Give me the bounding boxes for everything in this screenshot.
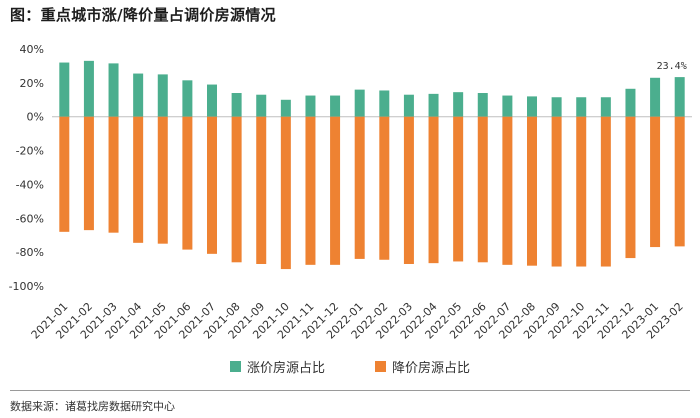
y-tick-label: 0% — [27, 111, 44, 124]
fall-bar — [650, 116, 661, 248]
fall-bar — [354, 116, 365, 259]
fall-bar — [600, 116, 611, 267]
fall-bar — [83, 116, 94, 231]
rise-bar — [133, 73, 144, 117]
y-tick-label: -100% — [9, 280, 44, 293]
fall-bar — [527, 116, 537, 266]
chart-legend: 涨价房源占比 降价房源占比 — [0, 357, 700, 379]
fall-bar — [182, 116, 193, 250]
rise-bar — [231, 93, 242, 117]
rise-bar — [379, 90, 390, 117]
rise-bar — [330, 95, 341, 117]
legend-label: 降价房源占比 — [392, 361, 471, 376]
rise-bar — [477, 93, 488, 117]
legend-label: 涨价房源占比 — [247, 361, 326, 376]
fall-bar — [305, 116, 316, 265]
rise-bar — [625, 88, 636, 117]
fall-bar — [330, 116, 341, 265]
rise-bar — [157, 74, 168, 117]
legend-swatch — [375, 361, 386, 372]
fall-bar — [428, 116, 439, 264]
fall-bar — [133, 116, 144, 243]
y-tick-label: 20% — [20, 77, 44, 90]
footer-divider — [10, 390, 690, 391]
fall-bar — [207, 116, 217, 254]
fall-bar — [403, 116, 414, 264]
fall-bar — [379, 116, 390, 260]
rise-bar — [280, 99, 291, 117]
fall-bar — [231, 116, 242, 263]
fall-bar — [256, 116, 267, 264]
rise-bar — [576, 97, 587, 117]
fall-bar — [453, 116, 464, 262]
rise-bar — [83, 60, 94, 117]
fall-bar — [502, 116, 513, 265]
y-tick-label: -20% — [16, 145, 44, 158]
chart-axes: 40% 20% 0% -20% -40% -60% -80% -100% — [9, 43, 692, 293]
y-tick-label: -40% — [16, 178, 44, 191]
rise-bar — [502, 95, 513, 117]
y-tick-label: -80% — [16, 246, 44, 259]
rise-bar — [527, 96, 537, 117]
rise-bar — [403, 94, 414, 117]
rise-bar — [600, 97, 611, 117]
fall-bar — [576, 116, 587, 267]
rise-bar — [674, 77, 685, 117]
rise-bar — [428, 93, 439, 117]
rise-bar — [182, 80, 193, 117]
fall-bar — [157, 116, 168, 244]
rise-bar — [650, 77, 661, 117]
fall-bar — [674, 116, 685, 247]
y-tick-label: 40% — [20, 43, 44, 56]
chart-bars — [59, 60, 685, 270]
bar-chart: 40%20%0%-20%-40%-60%-80%-100% 2021-01202… — [9, 43, 692, 342]
chart-title: 图：重点城市涨/降价量占调价房源情况 — [10, 6, 276, 24]
fall-bar — [551, 116, 562, 267]
rise-bar — [108, 63, 119, 117]
fall-bar — [280, 116, 291, 270]
fall-bar — [108, 116, 119, 233]
legend-swatch — [230, 361, 241, 372]
legend-item-rise: 涨价房源占比 — [230, 357, 325, 376]
fall-bar — [59, 116, 70, 232]
data-source-note: 数据来源：诸葛找房数据研究中心 — [10, 400, 175, 413]
rise-bar — [256, 94, 267, 117]
rise-bar — [354, 89, 365, 117]
data-label: 23.4% — [657, 61, 687, 72]
rise-bar — [551, 97, 562, 117]
rise-bar — [59, 62, 70, 117]
legend-item-fall: 降价房源占比 — [375, 357, 470, 376]
rise-bar — [207, 84, 217, 117]
fall-bar — [625, 116, 636, 259]
rise-bar — [305, 95, 316, 117]
fall-bar — [477, 116, 488, 263]
rise-bar — [453, 92, 464, 117]
y-tick-label: -60% — [16, 212, 44, 225]
